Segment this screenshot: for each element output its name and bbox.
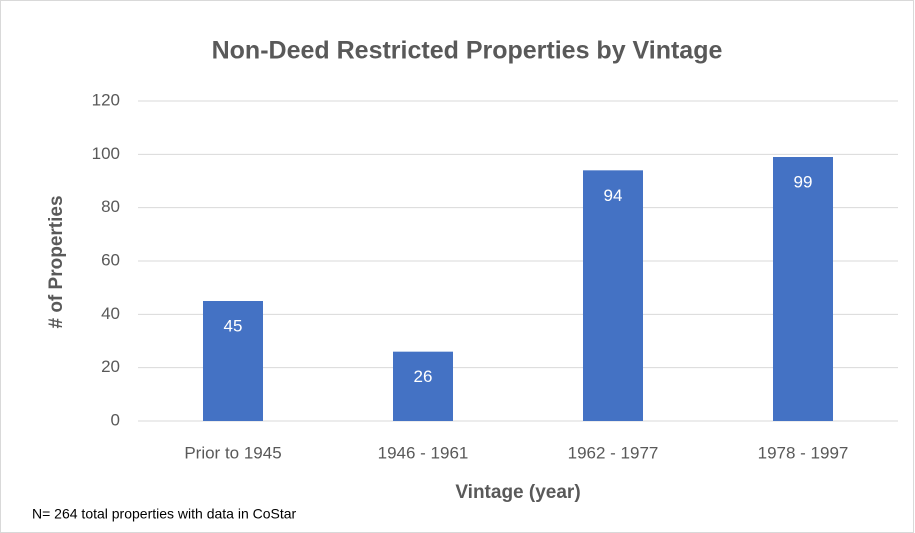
data-label: 99: [794, 172, 813, 191]
y-tick-label: 40: [101, 304, 120, 323]
y-axis-label: # of Properties: [46, 195, 67, 328]
y-tick-label: 100: [92, 144, 120, 163]
chart-title: Non-Deed Restricted Properties by Vintag…: [212, 37, 723, 65]
x-tick-label: Prior to 1945: [184, 443, 281, 462]
x-tick-label: 1946 - 1961: [378, 443, 469, 462]
x-tick-label: 1962 - 1977: [568, 443, 659, 462]
data-label: 26: [414, 367, 433, 386]
bar: [773, 157, 833, 421]
x-axis-label: Vintage (year): [455, 482, 580, 503]
footnote: N= 264 total properties with data in CoS…: [32, 506, 297, 522]
x-tick-label: 1978 - 1997: [758, 443, 849, 462]
y-tick-label: 20: [101, 357, 120, 376]
bar: [583, 170, 643, 421]
bar: [203, 301, 263, 421]
y-tick-label: 60: [101, 250, 120, 269]
y-tick-label: 120: [92, 90, 120, 109]
y-tick-label: 80: [101, 197, 120, 216]
y-tick-label: 0: [111, 410, 120, 429]
data-label: 94: [604, 186, 623, 205]
bar: [393, 351, 453, 421]
data-label: 45: [224, 316, 243, 335]
